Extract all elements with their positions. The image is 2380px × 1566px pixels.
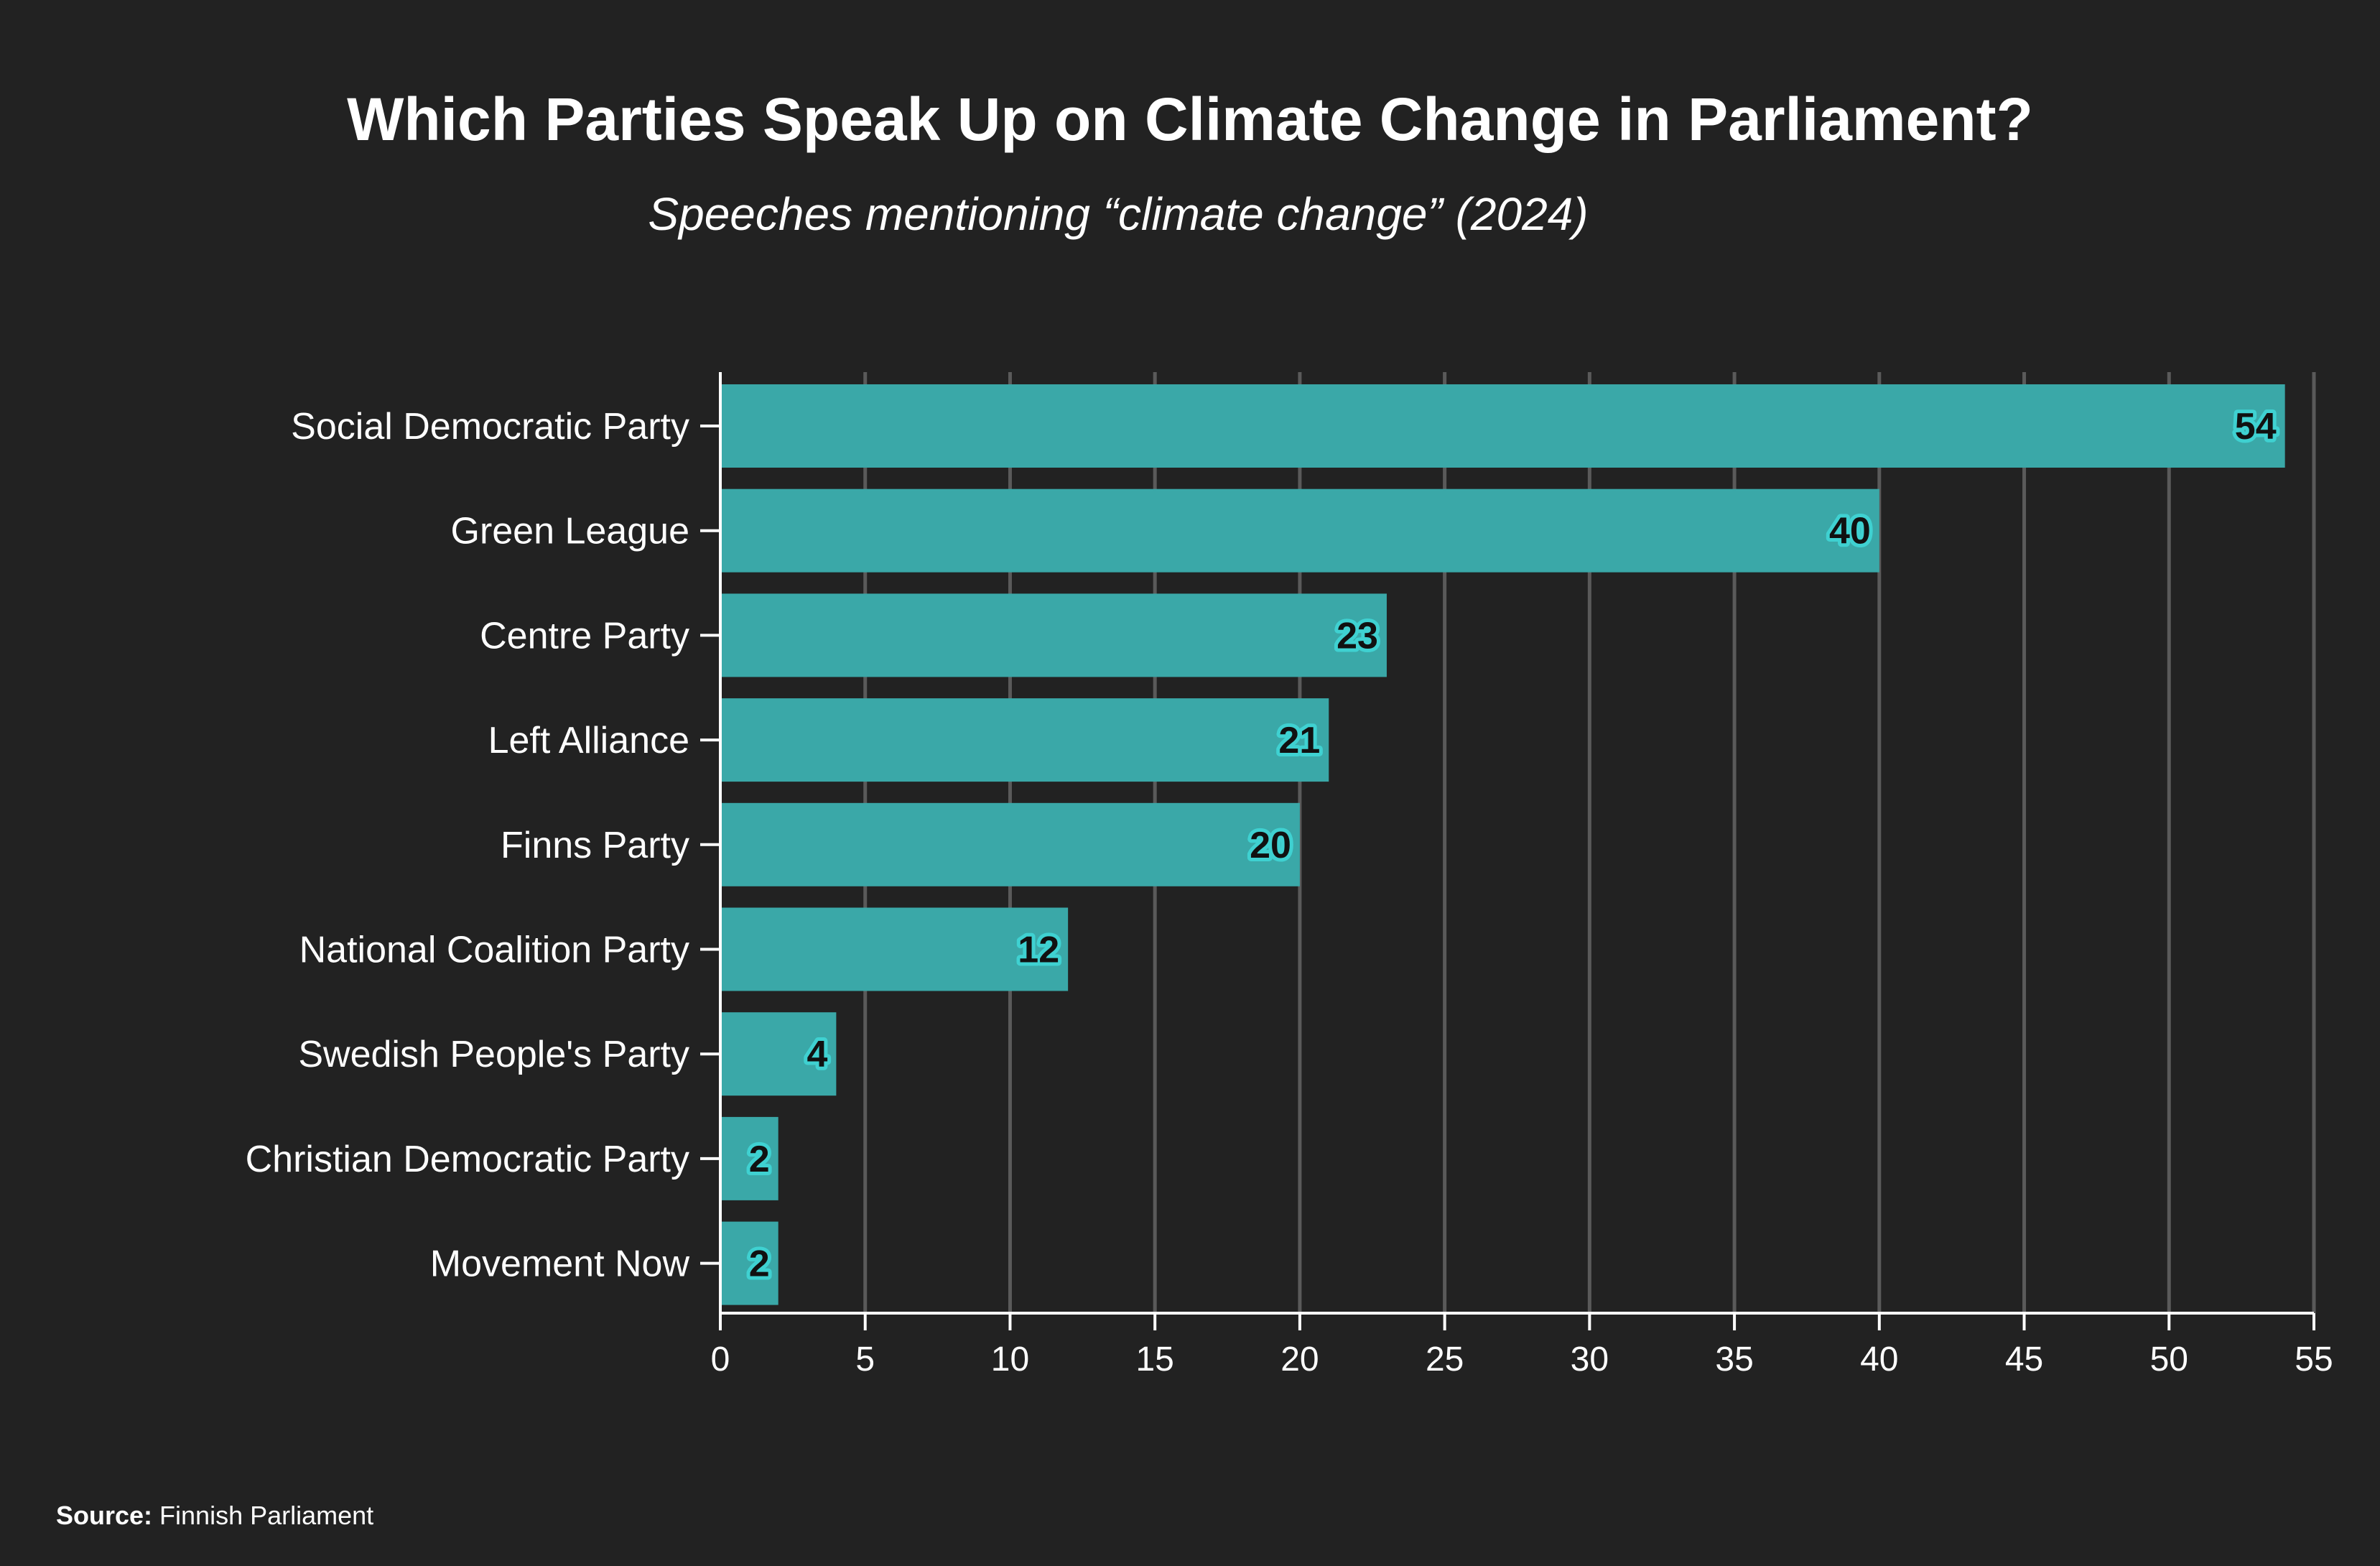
x-tick-label: 45: [2005, 1340, 2043, 1379]
bar-value-label: 20: [1250, 825, 1291, 866]
x-tick-label: 5: [855, 1340, 875, 1379]
category-label: Movement Now: [430, 1243, 690, 1285]
bars: [720, 384, 2285, 1305]
bar: [720, 1012, 837, 1096]
bar-value-label: 23: [1337, 615, 1378, 657]
axes: [700, 372, 2315, 1330]
bar-value-label: 2: [749, 1243, 770, 1285]
bar: [720, 384, 2285, 468]
x-tick-label: 35: [1715, 1340, 1753, 1379]
category-label: Centre Party: [480, 615, 689, 657]
category-label: Left Alliance: [488, 720, 689, 761]
bar: [720, 1116, 778, 1200]
source-note: Source: Finnish Parliament: [56, 1501, 373, 1530]
x-tick-label: 50: [2150, 1340, 2188, 1379]
bar: [720, 593, 1387, 677]
chart-subtitle: Speeches mentioning “climate change” (20…: [648, 188, 1588, 240]
bar-value-label: 4: [806, 1034, 827, 1075]
source-name: Finnish Parliament: [152, 1501, 373, 1530]
bar-value-label: 54: [2235, 406, 2277, 448]
category-label: Swedish People's Party: [298, 1034, 689, 1075]
bar-value-label: 12: [1018, 930, 1059, 971]
x-tick-label: 55: [2295, 1340, 2333, 1379]
x-tick-label: 15: [1135, 1340, 1173, 1379]
bar-value-label: 21: [1278, 720, 1320, 761]
category-label: National Coalition Party: [299, 930, 689, 971]
bar: [720, 488, 1879, 573]
category-label: Christian Democratic Party: [246, 1139, 689, 1180]
x-tick-label: 40: [1860, 1340, 1898, 1379]
category-label: Green League: [451, 511, 690, 552]
bar: [720, 1221, 778, 1305]
bar-value-label: 40: [1829, 511, 1871, 552]
bar: [720, 698, 1329, 782]
chart-title: Which Parties Speak Up on Climate Change…: [347, 85, 2033, 153]
category-label: Finns Party: [501, 825, 689, 866]
x-tick-label: 0: [711, 1340, 730, 1379]
source-prefix: Source:: [56, 1501, 152, 1530]
bar: [720, 907, 1069, 991]
x-tick-label: 20: [1280, 1340, 1319, 1379]
bar-value-label: 2: [749, 1139, 770, 1180]
bar: [720, 802, 1300, 886]
x-tick-label: 30: [1571, 1340, 1609, 1379]
x-tick-label: 25: [1426, 1340, 1464, 1379]
x-tick-label: 10: [991, 1340, 1029, 1379]
category-label: Social Democratic Party: [291, 406, 689, 448]
